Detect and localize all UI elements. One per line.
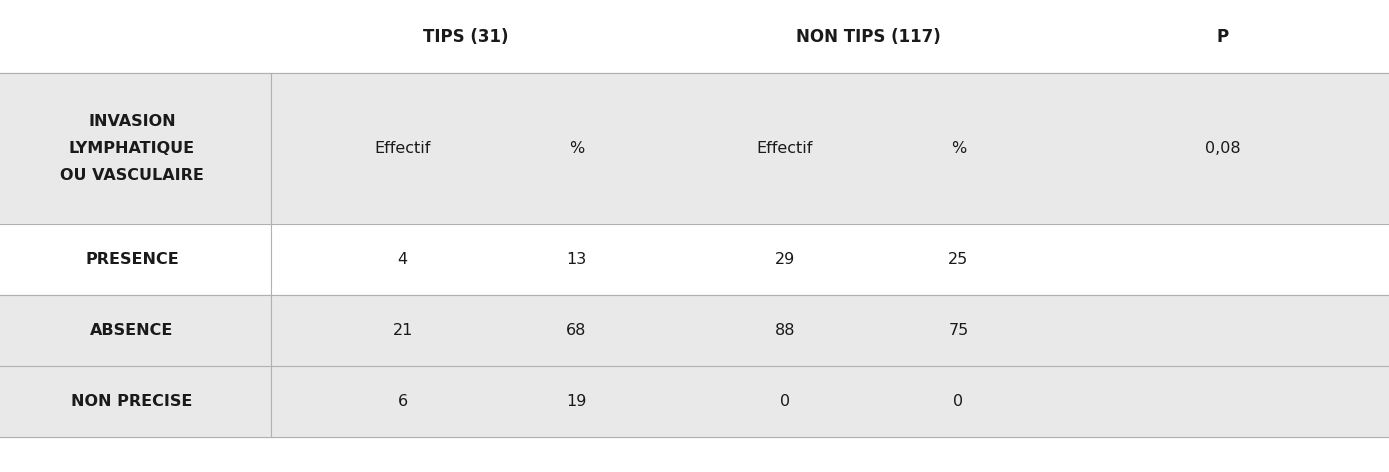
Bar (0, 295, 1389, 366)
Text: ABSENCE: ABSENCE (90, 323, 174, 338)
Text: 29: 29 (775, 252, 795, 267)
Text: 6: 6 (397, 394, 408, 409)
Text: 25: 25 (949, 252, 968, 267)
Text: NON PRECISE: NON PRECISE (71, 394, 193, 409)
Text: 19: 19 (567, 394, 586, 409)
Text: 13: 13 (567, 252, 586, 267)
Text: 68: 68 (567, 323, 586, 338)
Text: 0: 0 (779, 394, 790, 409)
Text: 21: 21 (393, 323, 413, 338)
Text: Effectif: Effectif (757, 141, 813, 156)
Text: 0: 0 (953, 394, 964, 409)
Text: INVASION
LYMPHATIQUE
OU VASCULAIRE: INVASION LYMPHATIQUE OU VASCULAIRE (60, 114, 204, 183)
Text: 0,08: 0,08 (1204, 141, 1240, 156)
Text: 4: 4 (397, 252, 408, 267)
Bar (0, 73, 1389, 224)
Text: PRESENCE: PRESENCE (85, 252, 179, 267)
Text: 88: 88 (775, 323, 795, 338)
Bar (0, 366, 1389, 437)
Text: %: % (569, 141, 583, 156)
Bar (0, 224, 1389, 295)
Text: Effectif: Effectif (375, 141, 431, 156)
Text: P: P (1217, 27, 1228, 46)
Text: %: % (951, 141, 965, 156)
Text: 75: 75 (949, 323, 968, 338)
Text: TIPS (31): TIPS (31) (422, 27, 508, 46)
Text: NON TIPS (117): NON TIPS (117) (796, 27, 940, 46)
